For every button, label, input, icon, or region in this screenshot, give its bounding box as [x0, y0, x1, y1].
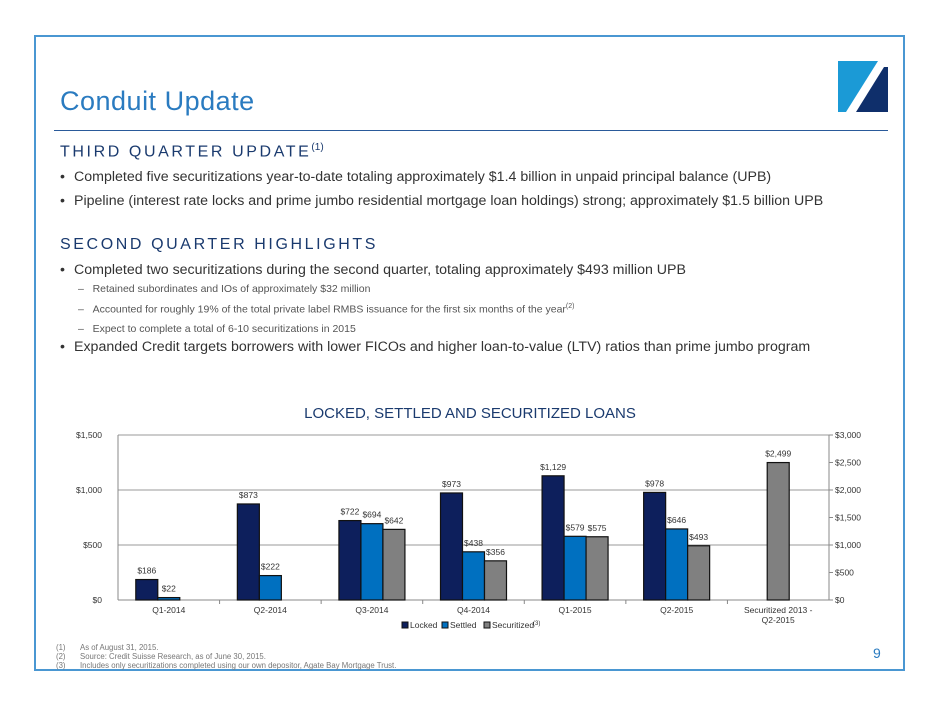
- bar-locked: [541, 475, 565, 601]
- bar-securitized: [585, 536, 609, 601]
- sub-bullet: – Accounted for roughly 19% of the total…: [78, 303, 575, 316]
- legend-swatch: [483, 621, 491, 629]
- x-tick-label: Q1-2014: [152, 605, 185, 615]
- x-tick-label: Q3-2014: [355, 605, 388, 615]
- bar-securitized: [483, 560, 508, 601]
- x-tick-label: Q2-2014: [254, 605, 287, 615]
- data-label: $2,499: [765, 449, 791, 459]
- data-label: $642: [384, 515, 403, 525]
- bar-settled: [360, 523, 384, 601]
- data-label: $222: [261, 562, 280, 572]
- bar-locked: [338, 519, 362, 601]
- data-label: $1,129: [540, 462, 566, 472]
- page-number: 9: [873, 645, 881, 661]
- footnote-number: (3): [56, 661, 66, 670]
- y2-tick-label: $3,000: [835, 430, 861, 440]
- y2-tick-label: $0: [835, 595, 845, 605]
- bullet: • Completed five securitizations year-to-…: [60, 169, 772, 185]
- footnote-number: (1): [56, 643, 66, 652]
- data-label: $356: [486, 547, 505, 557]
- y-tick-label: $0: [93, 595, 103, 605]
- data-label: $493: [689, 532, 708, 542]
- page-title: Conduit Update: [60, 86, 255, 116]
- section-heading-q3: THIRD QUARTER UPDATE(1): [60, 142, 324, 161]
- data-label: $22: [162, 584, 176, 594]
- company-logo: [838, 61, 888, 112]
- legend-note: (3): [533, 621, 540, 627]
- bar-settled: [461, 551, 486, 601]
- footnote-number: (2): [56, 652, 66, 661]
- legend-swatch: [441, 621, 449, 629]
- data-label: $722: [340, 507, 359, 517]
- data-label: $579: [566, 522, 585, 532]
- bar-settled: [258, 574, 282, 601]
- bullet: • Pipeline (interest rate locks and prime…: [60, 193, 824, 209]
- bar-locked: [236, 503, 260, 601]
- y-tick-label: $1,000: [76, 485, 102, 495]
- bar-securitized: [382, 528, 406, 601]
- bullet: • Completed two securitizations during th…: [60, 262, 686, 278]
- data-label: $186: [137, 566, 156, 576]
- section-heading-q2: SECOND QUARTER HIGHLIGHTS: [60, 236, 379, 253]
- bar-settled: [665, 528, 689, 601]
- data-label: $873: [239, 490, 258, 500]
- y2-tick-label: $2,500: [835, 458, 861, 468]
- x-tick-label: Securitized 2013 -: [744, 605, 813, 615]
- slide-frame: [34, 35, 905, 671]
- footnote-text: As of August 31, 2015.: [80, 643, 159, 652]
- data-label: $646: [667, 515, 686, 525]
- data-label: $438: [464, 538, 483, 548]
- y2-tick-label: $1,000: [835, 540, 861, 550]
- data-label: $978: [645, 478, 664, 488]
- bar-securitized: [687, 545, 711, 601]
- y2-tick-label: $500: [835, 568, 854, 578]
- title-divider: [54, 130, 888, 131]
- x-tick-label: Q4-2014: [457, 605, 490, 615]
- footnote-text: Includes only securitizations completed …: [80, 661, 397, 670]
- bar-securitized-cumulative: [766, 461, 790, 601]
- legend-label: Locked: [410, 620, 438, 630]
- bar-locked: [439, 492, 464, 601]
- y-tick-label: $1,500: [76, 430, 102, 440]
- legend-label: Settled: [450, 620, 477, 630]
- y2-tick-label: $2,000: [835, 485, 861, 495]
- data-label: $973: [442, 479, 461, 489]
- bullet: • Expanded Credit targets borrowers with …: [60, 339, 811, 355]
- chart-title: LOCKED, SETTLED AND SECURITIZED LOANS: [304, 405, 636, 422]
- bar-settled: [157, 596, 181, 601]
- bar-settled: [563, 535, 587, 601]
- x-tick-label: Q2-2015: [660, 605, 693, 615]
- data-label: $694: [362, 510, 381, 520]
- sub-bullet: – Expect to complete a total of 6-10 sec…: [78, 323, 356, 335]
- legend-swatch: [401, 621, 409, 629]
- footnote-text: Source: Credit Suisse Research, as of Ju…: [80, 652, 266, 661]
- x-tick-label: Q1-2015: [559, 605, 592, 615]
- y-tick-label: $500: [83, 540, 102, 550]
- sub-bullet: – Retained subordinates and IOs of appro…: [78, 283, 371, 295]
- legend-label: Securitized: [492, 620, 534, 630]
- data-label: $575: [588, 523, 607, 533]
- y2-tick-label: $1,500: [835, 513, 861, 523]
- bar-locked: [643, 491, 667, 601]
- x-tick-label: Q2-2015: [762, 615, 795, 625]
- bar-locked: [135, 578, 159, 601]
